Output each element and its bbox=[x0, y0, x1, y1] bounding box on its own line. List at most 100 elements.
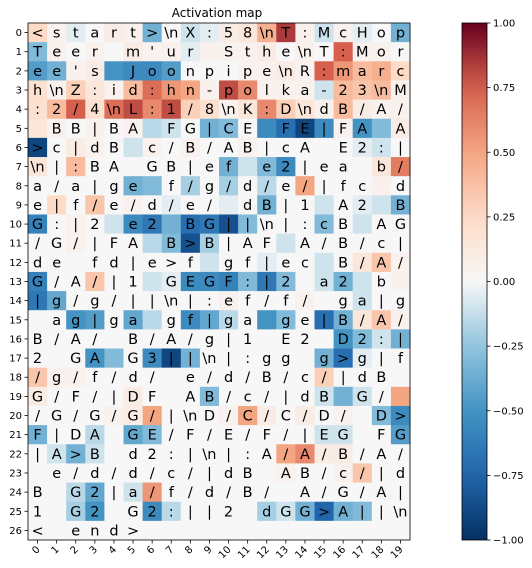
x-tick-label: 1 bbox=[49, 544, 61, 556]
heatmap-cell bbox=[390, 367, 411, 388]
cell-token-label: B bbox=[90, 447, 100, 463]
cell-token-label: A bbox=[262, 447, 272, 463]
heatmap-cell bbox=[257, 501, 277, 522]
heatmap-cell bbox=[161, 195, 182, 215]
cell-token-label: f bbox=[398, 351, 404, 367]
heatmap-cell bbox=[219, 329, 239, 350]
cell-token-label: C bbox=[223, 121, 233, 137]
heatmap-cell bbox=[333, 348, 354, 369]
heatmap-cell bbox=[333, 61, 354, 81]
cell-token-label: e bbox=[33, 198, 42, 214]
heatmap-cell bbox=[104, 23, 124, 43]
heatmap-cell bbox=[123, 310, 144, 330]
heatmap-cell bbox=[123, 329, 144, 350]
heatmap-cell bbox=[85, 463, 105, 484]
x-tick-label: 9 bbox=[202, 544, 214, 556]
cell-token-label: / bbox=[169, 198, 174, 214]
heatmap-cell bbox=[390, 118, 411, 139]
heatmap-cell bbox=[85, 214, 105, 235]
heatmap-cell bbox=[66, 463, 86, 484]
heatmap-cell bbox=[390, 157, 411, 177]
cell-token-label: e bbox=[186, 198, 195, 214]
heatmap-cell bbox=[180, 463, 201, 484]
cell-token-label: | bbox=[245, 217, 250, 233]
cell-token-label: A bbox=[300, 485, 310, 501]
heatmap-cell bbox=[238, 310, 258, 330]
cell-token-label: 2 bbox=[224, 504, 233, 520]
cell-token-label: A bbox=[71, 275, 81, 291]
cell-token-label: > bbox=[127, 523, 139, 539]
heatmap-cell bbox=[142, 425, 163, 445]
heatmap-cell bbox=[47, 329, 67, 350]
cell-token-label: | bbox=[131, 294, 136, 310]
heatmap-cell bbox=[142, 137, 163, 158]
heatmap-cell bbox=[123, 23, 144, 43]
heatmap-cell bbox=[352, 214, 373, 235]
heatmap-cell bbox=[238, 214, 258, 235]
cell-token-label: \n bbox=[202, 447, 216, 463]
heatmap-cell bbox=[295, 23, 315, 43]
heatmap-cell bbox=[352, 463, 373, 484]
heatmap-cell bbox=[333, 271, 354, 292]
heatmap-cell bbox=[390, 99, 411, 120]
heatmap-cell bbox=[390, 214, 411, 235]
heatmap-cell bbox=[314, 425, 335, 445]
heatmap-cell bbox=[352, 520, 373, 541]
heatmap-cell bbox=[314, 367, 335, 388]
heatmap-cell bbox=[66, 405, 86, 426]
heatmap-cell bbox=[276, 386, 296, 407]
cell-token-label: F bbox=[263, 428, 271, 444]
cell-token-label: \n bbox=[164, 294, 178, 310]
x-tick-label: 7 bbox=[164, 544, 176, 556]
cell-token-label: E bbox=[300, 121, 309, 137]
cell-token-label: E bbox=[339, 140, 348, 156]
cell-token-label: g bbox=[52, 370, 61, 386]
cell-token-label: c bbox=[339, 26, 347, 42]
heatmap-cell bbox=[238, 482, 258, 503]
heatmap-cell bbox=[66, 195, 86, 215]
heatmap-cell bbox=[276, 80, 296, 101]
heatmap-cell bbox=[390, 80, 411, 101]
cell-token-label: Z bbox=[71, 83, 81, 99]
cell-token-label: E bbox=[243, 121, 252, 137]
heatmap-cell bbox=[161, 405, 182, 426]
cell-token-label: a bbox=[358, 64, 367, 80]
heatmap-cell bbox=[199, 195, 220, 215]
cell-token-label: / bbox=[398, 160, 403, 176]
heatmap-cell bbox=[85, 405, 105, 426]
cell-token-label: B bbox=[338, 255, 348, 271]
cell-token-label: \n bbox=[260, 26, 274, 42]
cell-token-label: p bbox=[224, 83, 233, 99]
cell-token-label: | bbox=[303, 160, 308, 176]
cell-token-label: B bbox=[204, 236, 214, 252]
x-axis-ticks: 0 1 2 3 4 5 6 7 8 9 10 11 12 13 14 15 16 17 18 19 bbox=[30, 540, 406, 561]
cell-token-label: \n bbox=[298, 102, 312, 118]
cell-token-label: : bbox=[341, 45, 346, 61]
heatmap-cell bbox=[333, 157, 354, 177]
heatmap-cell bbox=[371, 271, 392, 292]
heatmap-cell bbox=[219, 23, 239, 43]
heatmap-cell bbox=[28, 80, 48, 101]
heatmap-cell bbox=[276, 520, 296, 541]
heatmap-cell bbox=[371, 195, 392, 215]
heatmap-cell bbox=[180, 99, 201, 120]
cell-token-label: F bbox=[186, 428, 194, 444]
heatmap-cell bbox=[295, 118, 315, 139]
cell-token-label: e bbox=[33, 64, 42, 80]
cell-token-label: | bbox=[226, 236, 231, 252]
cell-token-label: f bbox=[226, 160, 232, 176]
heatmap-cell bbox=[333, 482, 354, 503]
cell-token-label: / bbox=[92, 198, 97, 214]
cell-token-label: \n bbox=[374, 83, 388, 99]
heatmap-cell bbox=[314, 444, 335, 464]
cell-token-label: B bbox=[109, 121, 119, 137]
cell-token-label: f bbox=[73, 198, 79, 214]
heatmap-cell bbox=[161, 80, 182, 101]
heatmap-cell bbox=[47, 157, 67, 177]
cell-token-label: | bbox=[207, 466, 212, 482]
heatmap-cell bbox=[295, 405, 315, 426]
heatmap-cell bbox=[295, 157, 315, 177]
cell-token-label: A bbox=[395, 121, 405, 137]
heatmap-cell bbox=[333, 310, 354, 330]
heatmap-cell bbox=[238, 425, 258, 445]
